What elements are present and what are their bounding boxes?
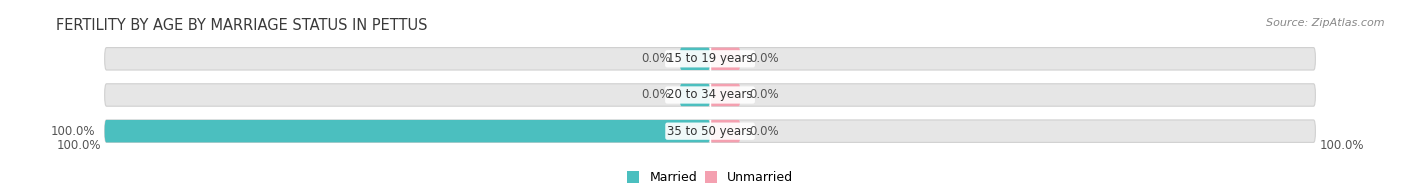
Text: 0.0%: 0.0% bbox=[749, 88, 779, 102]
FancyBboxPatch shape bbox=[104, 84, 1316, 106]
Text: 0.0%: 0.0% bbox=[749, 52, 779, 65]
FancyBboxPatch shape bbox=[710, 120, 741, 142]
Text: 100.0%: 100.0% bbox=[51, 125, 96, 138]
Legend: Married, Unmarried: Married, Unmarried bbox=[627, 171, 793, 184]
FancyBboxPatch shape bbox=[104, 120, 1316, 142]
Text: 0.0%: 0.0% bbox=[749, 125, 779, 138]
Text: FERTILITY BY AGE BY MARRIAGE STATUS IN PETTUS: FERTILITY BY AGE BY MARRIAGE STATUS IN P… bbox=[56, 18, 427, 33]
FancyBboxPatch shape bbox=[104, 48, 1316, 70]
Text: 35 to 50 years: 35 to 50 years bbox=[668, 125, 752, 138]
FancyBboxPatch shape bbox=[679, 84, 710, 106]
Text: 0.0%: 0.0% bbox=[641, 88, 671, 102]
Text: 0.0%: 0.0% bbox=[641, 52, 671, 65]
Text: 100.0%: 100.0% bbox=[56, 139, 101, 152]
FancyBboxPatch shape bbox=[710, 48, 741, 70]
Text: 20 to 34 years: 20 to 34 years bbox=[668, 88, 752, 102]
Text: Source: ZipAtlas.com: Source: ZipAtlas.com bbox=[1267, 18, 1385, 28]
Text: 100.0%: 100.0% bbox=[1319, 139, 1364, 152]
FancyBboxPatch shape bbox=[104, 120, 710, 142]
Text: 15 to 19 years: 15 to 19 years bbox=[668, 52, 752, 65]
FancyBboxPatch shape bbox=[710, 84, 741, 106]
FancyBboxPatch shape bbox=[679, 48, 710, 70]
